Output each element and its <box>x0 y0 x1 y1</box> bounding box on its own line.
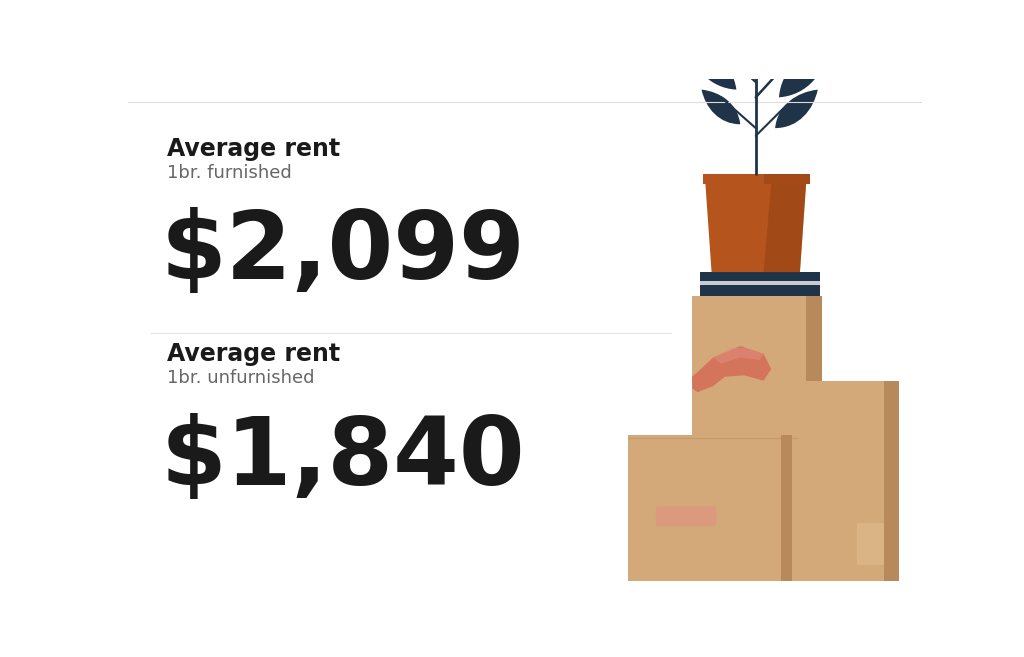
PathPatch shape <box>701 12 749 66</box>
Polygon shape <box>692 346 771 392</box>
Text: Average rent: Average rent <box>167 137 340 160</box>
PathPatch shape <box>764 12 808 74</box>
Bar <box>700 281 820 285</box>
Bar <box>628 434 799 581</box>
Polygon shape <box>764 183 806 272</box>
Bar <box>781 434 799 581</box>
Bar <box>793 380 899 581</box>
Polygon shape <box>806 373 821 434</box>
Text: $1,840: $1,840 <box>161 413 525 505</box>
Bar <box>884 380 899 581</box>
PathPatch shape <box>754 9 769 39</box>
Text: Average rent: Average rent <box>167 342 340 366</box>
Bar <box>692 296 821 434</box>
PathPatch shape <box>686 43 736 89</box>
Bar <box>700 272 820 281</box>
Text: $2,099: $2,099 <box>161 208 525 300</box>
PathPatch shape <box>775 89 818 128</box>
Bar <box>703 174 810 183</box>
Polygon shape <box>713 348 764 364</box>
PathPatch shape <box>701 89 740 124</box>
Bar <box>764 174 810 183</box>
Bar <box>856 523 884 566</box>
Polygon shape <box>706 183 806 272</box>
FancyBboxPatch shape <box>655 506 716 526</box>
PathPatch shape <box>736 0 770 55</box>
Text: 1br. unfurnished: 1br. unfurnished <box>167 369 314 387</box>
Text: 1br. furnished: 1br. furnished <box>167 164 292 181</box>
Bar <box>806 296 821 434</box>
Bar <box>700 285 820 296</box>
PathPatch shape <box>779 47 829 97</box>
